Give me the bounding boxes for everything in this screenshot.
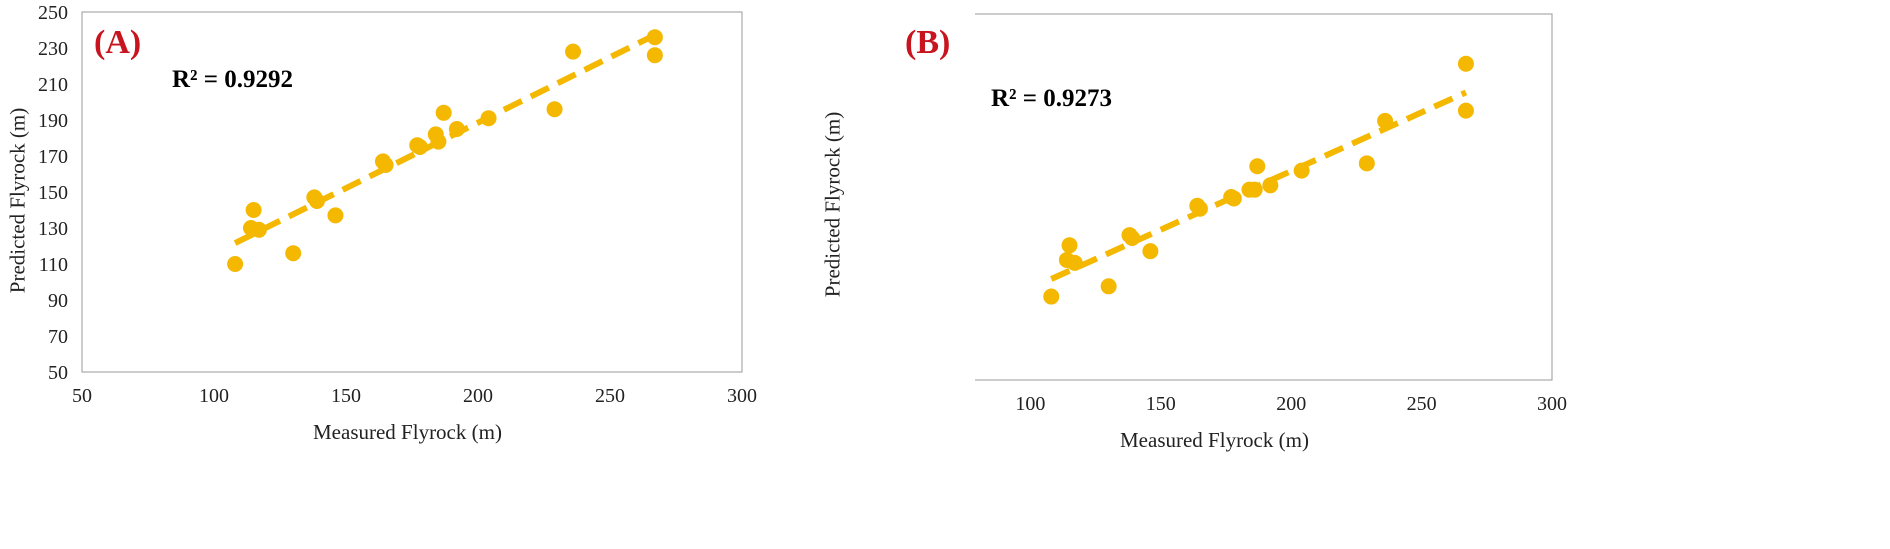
data-point <box>1358 155 1375 172</box>
x-tick-label: 200 <box>463 385 493 407</box>
data-point <box>411 139 428 155</box>
data-point <box>227 256 244 272</box>
data-point <box>448 121 465 137</box>
x-tick-label: 250 <box>595 385 625 407</box>
y-tick-label: 190 <box>38 110 68 132</box>
data-point <box>565 43 582 60</box>
x-tick-label: 300 <box>1537 393 1567 415</box>
scatter-plot-b: 5010015020025030050100150200250300 <box>975 13 1567 415</box>
data-point <box>1293 162 1310 179</box>
data-point <box>1457 102 1474 119</box>
x-tick-label: 150 <box>331 385 361 407</box>
y-tick-label: 70 <box>48 326 68 348</box>
x-tick-label: 250 <box>1407 393 1437 415</box>
data-point <box>1249 158 1266 175</box>
data-point <box>435 104 452 121</box>
x-tick-label: 150 <box>1146 393 1176 415</box>
y-tick-label: 90 <box>48 290 68 312</box>
trendline <box>233 32 657 246</box>
x-axis-label: Measured Flyrock (m) <box>313 420 502 444</box>
y-tick-label: 130 <box>38 218 68 240</box>
data-point <box>377 157 394 173</box>
y-tick-label: 150 <box>38 182 68 204</box>
data-point <box>1043 288 1060 305</box>
data-point <box>430 133 447 150</box>
data-point <box>1246 181 1263 198</box>
data-point <box>1061 237 1078 254</box>
data-point <box>1066 254 1083 271</box>
data-point <box>1100 278 1117 295</box>
x-tick-label: 50 <box>72 385 92 407</box>
data-point <box>646 29 663 46</box>
x-tick-label: 200 <box>1276 393 1306 415</box>
data-point <box>1457 55 1474 72</box>
y-tick-label: 230 <box>38 38 68 60</box>
data-point <box>1142 243 1159 260</box>
data-point <box>1225 190 1242 207</box>
data-point <box>646 47 663 64</box>
data-point <box>1377 112 1394 129</box>
x-tick-label: 300 <box>727 385 757 407</box>
scatter-plot-a: 50 100 150 200 250 300 50 70 90 110 130 150 170 190 21… <box>38 2 757 407</box>
data-point <box>480 110 497 127</box>
x-tick-label: 100 <box>199 385 229 407</box>
y-tick-label: 110 <box>39 254 68 276</box>
data-point <box>1124 229 1141 246</box>
chart-panel-b: 5010015020025030050100150200250300 (B) R… <box>821 0 1890 549</box>
x-axis-label: Measured Flyrock (m) <box>1120 428 1309 452</box>
r-squared-label: R² = 0.9273 <box>991 85 1113 112</box>
data-point <box>245 202 262 218</box>
y-tick-label: 210 <box>38 74 68 96</box>
chart-panel-a: 50 100 150 200 250 300 50 70 90 110 130 150 170 190 21… <box>5 2 758 444</box>
y-tick-label: 250 <box>38 2 68 24</box>
data-point <box>1191 200 1208 217</box>
r-squared-label: R² = 0.9292 <box>172 66 294 93</box>
data-point <box>285 245 302 262</box>
panel-label: (B) <box>905 24 951 61</box>
data-point <box>1262 177 1279 194</box>
panel-label: (A) <box>94 24 142 61</box>
plot-area-border <box>81 11 743 373</box>
plot-area-border <box>975 13 1553 381</box>
data-point <box>327 207 344 224</box>
y-tick-label: 50 <box>48 362 68 384</box>
y-tick-label: 170 <box>38 146 68 168</box>
y-axis-label: Predicted Flyrock (m) <box>5 107 30 294</box>
data-point <box>546 101 563 118</box>
data-point <box>250 221 267 238</box>
y-axis-label: Predicted Flyrock (m) <box>820 111 845 298</box>
x-tick-label: 100 <box>1015 393 1045 415</box>
data-point <box>308 193 325 209</box>
